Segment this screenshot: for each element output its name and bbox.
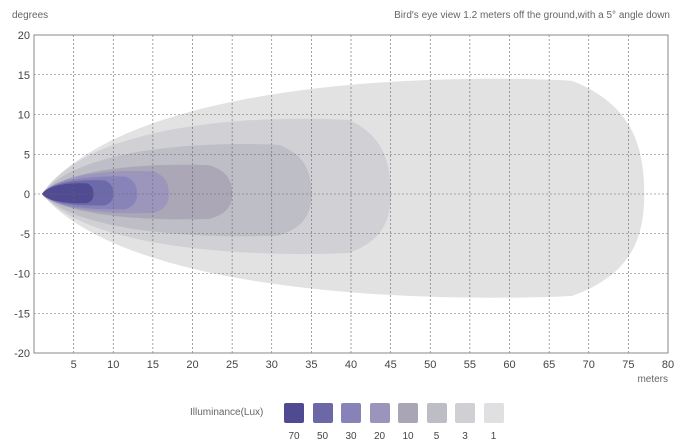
x-tick-label: 20 <box>186 359 198 371</box>
y-tick-label: -20 <box>14 348 30 360</box>
x-tick-label: 5 <box>71 359 77 371</box>
y-tick-label: -15 <box>14 308 30 320</box>
x-tick-label: 50 <box>424 359 436 371</box>
x-tick-label: 35 <box>305 359 317 371</box>
y-tick-label: 20 <box>18 30 30 42</box>
y-tick-label: 10 <box>18 110 30 122</box>
x-tick-label: 60 <box>503 359 515 371</box>
plot-frame <box>33 34 669 354</box>
contour-70-lux <box>41 183 94 204</box>
x-axis-label: meters <box>637 374 668 385</box>
x-tick-label: 75 <box>622 359 634 371</box>
x-tick-label: 65 <box>543 359 555 371</box>
x-tick-label: 70 <box>583 359 595 371</box>
x-tick-label: 45 <box>385 359 397 371</box>
x-tick-label: 55 <box>464 359 476 371</box>
y-tick-label: 15 <box>18 70 30 82</box>
y-tick-label: 5 <box>24 149 30 161</box>
y-tick-label: 0 <box>24 189 30 201</box>
x-tick-label: 25 <box>226 359 238 371</box>
y-tick-label: -10 <box>14 269 30 281</box>
x-tick-label: 40 <box>345 359 357 371</box>
x-tick-label: 15 <box>147 359 159 371</box>
chart-title: Bird's eye view 1.2 meters off the groun… <box>394 10 670 21</box>
x-tick-label: 30 <box>266 359 278 371</box>
x-tick-label: 10 <box>107 359 119 371</box>
y-tick-label: -5 <box>20 229 30 241</box>
y-axis-label: degrees <box>12 10 49 21</box>
x-tick-label: 80 <box>662 359 674 371</box>
